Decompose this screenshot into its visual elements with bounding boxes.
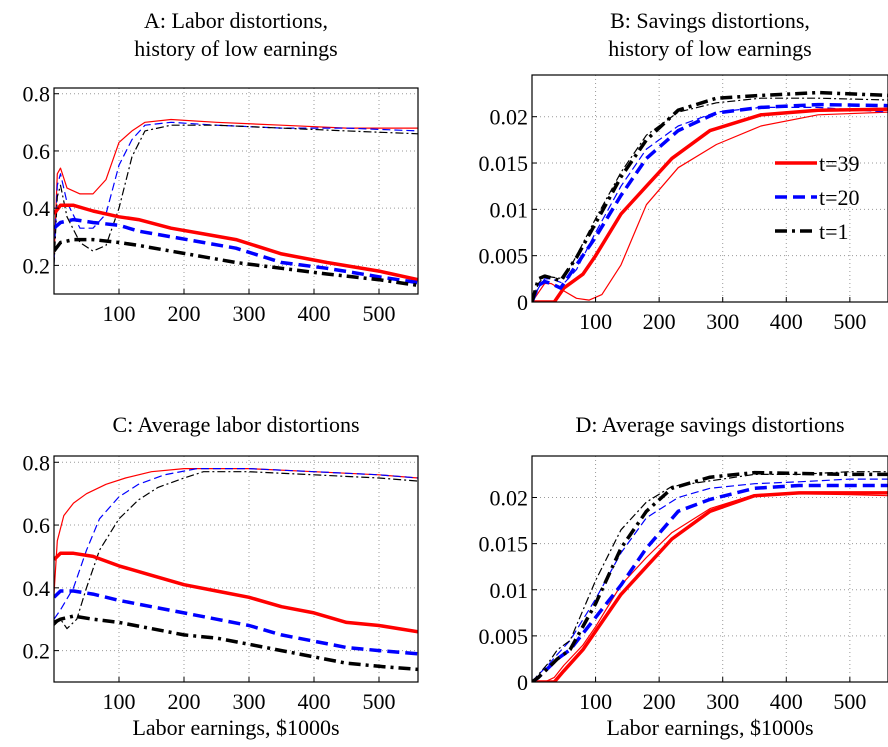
y-tick-label: 0.01: [490, 578, 529, 603]
legend-label: t=39: [819, 151, 860, 176]
series-line-2: [532, 483, 888, 682]
y-tick-label: 0.8: [23, 82, 51, 107]
series-line-3: [532, 90, 888, 302]
series-line-2: [54, 217, 418, 285]
y-tick-label: 0.6: [23, 513, 51, 538]
series-line-5: [54, 121, 418, 263]
x-tick-label: 500: [833, 309, 866, 334]
series-line-3: [54, 237, 418, 288]
series-line-3: [532, 470, 888, 682]
x-tick-label: 100: [103, 689, 136, 714]
series-line-3: [54, 614, 418, 672]
x-tick-label: 400: [770, 689, 803, 714]
series-line-2: [532, 102, 888, 302]
x-tick-label: 200: [168, 689, 201, 714]
y-tick-label: 0.005: [479, 624, 529, 649]
x-tick-label: 300: [233, 301, 266, 326]
series-line-5: [532, 106, 888, 302]
legend-label: t=1: [819, 219, 849, 244]
x-tick-label: 400: [298, 301, 331, 326]
x-tick-label: 500: [833, 689, 866, 714]
chart-title: C: Average labor distortions: [112, 412, 359, 437]
chart-title: D: Average savings distortions: [575, 412, 844, 437]
chart-title: B: Savings distortions,: [610, 8, 810, 33]
series-line-5: [532, 478, 888, 682]
series-line-6: [54, 471, 418, 630]
x-tick-label: 300: [233, 689, 266, 714]
x-tick-label: 100: [103, 301, 136, 326]
chart-panel-1: A: Labor distortions, history of low earn…: [23, 8, 419, 326]
series-line-6: [532, 471, 888, 682]
chart-panel-3: C: Average labor distortions 100 200 300 400…: [23, 412, 419, 740]
y-tick-label: 0.015: [479, 151, 529, 176]
series-line-1: [532, 107, 888, 302]
x-tick-label: 200: [643, 309, 676, 334]
y-tick-label: 0.015: [479, 532, 529, 557]
y-tick-label: 0.8: [23, 450, 51, 475]
x-tick-label: 400: [770, 309, 803, 334]
chart-title: A: Labor distortions,: [144, 8, 328, 33]
y-tick-label: 0.2: [23, 253, 51, 278]
y-tick-label: 0.6: [23, 139, 51, 164]
x-axis-label: Labor earnings, $1000s: [606, 715, 813, 740]
series-line-4: [54, 468, 418, 595]
y-tick-label: 0.4: [23, 196, 51, 221]
series-line-1: [54, 551, 418, 634]
chart-title: history of low earnings: [608, 36, 811, 61]
x-tick-label: 100: [579, 689, 612, 714]
series-line-1: [532, 491, 888, 682]
series-line-4: [532, 493, 888, 682]
x-tick-label: 500: [363, 301, 396, 326]
legend-label: t=20: [819, 185, 860, 210]
plot-frame: [53, 87, 419, 295]
x-tick-label: 200: [643, 689, 676, 714]
series-line-5: [54, 468, 418, 620]
chart-panel-2: B: Savings distortions, history of low ea…: [479, 8, 888, 334]
y-tick-label: 0: [517, 670, 528, 695]
x-axis-label: Labor earnings, $1000s: [132, 715, 339, 740]
chart-title: history of low earnings: [134, 36, 337, 61]
plot-frame: [531, 74, 888, 303]
plot-frame: [53, 455, 419, 683]
x-tick-label: 300: [706, 689, 739, 714]
x-tick-label: 500: [363, 689, 396, 714]
y-tick-label: 0.005: [479, 244, 529, 269]
y-tick-label: 0: [517, 290, 528, 315]
y-tick-label: 0.02: [490, 105, 529, 130]
chart-panel-4: D: Average savings distortions 100 200 300 4…: [479, 412, 888, 740]
plot-frame: [531, 455, 888, 683]
y-tick-label: 0.02: [490, 486, 529, 511]
series-line-6: [54, 124, 418, 266]
y-tick-label: 0.01: [490, 197, 529, 222]
x-tick-label: 300: [706, 309, 739, 334]
x-tick-label: 400: [298, 689, 331, 714]
y-tick-label: 0.4: [23, 576, 51, 601]
y-tick-label: 0.2: [23, 639, 51, 664]
series-line-2: [54, 589, 418, 656]
x-tick-label: 100: [579, 309, 612, 334]
series-line-4: [54, 118, 418, 260]
x-tick-label: 200: [168, 301, 201, 326]
series-line-1: [54, 203, 418, 282]
